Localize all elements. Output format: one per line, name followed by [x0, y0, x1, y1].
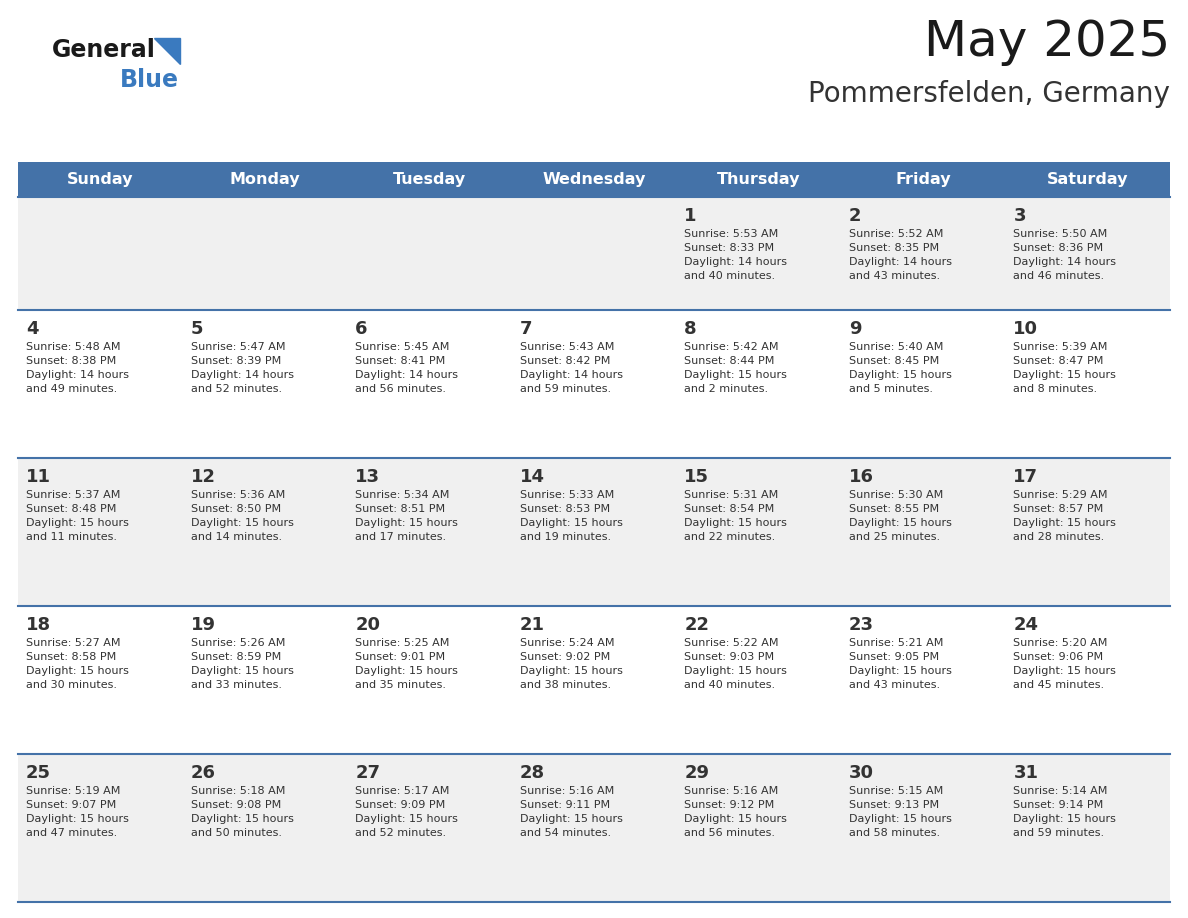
Text: 19: 19 — [190, 616, 215, 634]
Text: Sunrise: 5:48 AM
Sunset: 8:38 PM
Daylight: 14 hours
and 49 minutes.: Sunrise: 5:48 AM Sunset: 8:38 PM Dayligh… — [26, 342, 129, 394]
Text: Sunrise: 5:29 AM
Sunset: 8:57 PM
Daylight: 15 hours
and 28 minutes.: Sunrise: 5:29 AM Sunset: 8:57 PM Dayligh… — [1013, 490, 1117, 542]
Bar — [18, 310, 1170, 458]
Text: 29: 29 — [684, 764, 709, 782]
Text: 6: 6 — [355, 320, 367, 338]
Text: 1: 1 — [684, 207, 697, 225]
Bar — [18, 606, 1170, 754]
Text: 12: 12 — [190, 468, 215, 486]
Text: Pommersfelden, Germany: Pommersfelden, Germany — [808, 80, 1170, 108]
Text: Sunrise: 5:22 AM
Sunset: 9:03 PM
Daylight: 15 hours
and 40 minutes.: Sunrise: 5:22 AM Sunset: 9:03 PM Dayligh… — [684, 638, 788, 690]
Text: 13: 13 — [355, 468, 380, 486]
Text: Sunrise: 5:40 AM
Sunset: 8:45 PM
Daylight: 15 hours
and 5 minutes.: Sunrise: 5:40 AM Sunset: 8:45 PM Dayligh… — [849, 342, 952, 394]
Text: 30: 30 — [849, 764, 874, 782]
Text: Sunrise: 5:45 AM
Sunset: 8:41 PM
Daylight: 14 hours
and 56 minutes.: Sunrise: 5:45 AM Sunset: 8:41 PM Dayligh… — [355, 342, 459, 394]
Text: Sunrise: 5:53 AM
Sunset: 8:33 PM
Daylight: 14 hours
and 40 minutes.: Sunrise: 5:53 AM Sunset: 8:33 PM Dayligh… — [684, 229, 788, 281]
Text: Sunrise: 5:37 AM
Sunset: 8:48 PM
Daylight: 15 hours
and 11 minutes.: Sunrise: 5:37 AM Sunset: 8:48 PM Dayligh… — [26, 490, 128, 542]
Text: 5: 5 — [190, 320, 203, 338]
Text: Blue: Blue — [120, 68, 179, 92]
Text: 25: 25 — [26, 764, 51, 782]
Bar — [18, 754, 1170, 902]
Text: Sunrise: 5:16 AM
Sunset: 9:11 PM
Daylight: 15 hours
and 54 minutes.: Sunrise: 5:16 AM Sunset: 9:11 PM Dayligh… — [519, 786, 623, 838]
Text: Sunrise: 5:21 AM
Sunset: 9:05 PM
Daylight: 15 hours
and 43 minutes.: Sunrise: 5:21 AM Sunset: 9:05 PM Dayligh… — [849, 638, 952, 690]
Text: Sunrise: 5:36 AM
Sunset: 8:50 PM
Daylight: 15 hours
and 14 minutes.: Sunrise: 5:36 AM Sunset: 8:50 PM Dayligh… — [190, 490, 293, 542]
Text: 31: 31 — [1013, 764, 1038, 782]
Text: 26: 26 — [190, 764, 215, 782]
Text: 11: 11 — [26, 468, 51, 486]
Text: Sunrise: 5:26 AM
Sunset: 8:59 PM
Daylight: 15 hours
and 33 minutes.: Sunrise: 5:26 AM Sunset: 8:59 PM Dayligh… — [190, 638, 293, 690]
Text: 15: 15 — [684, 468, 709, 486]
Text: Sunrise: 5:47 AM
Sunset: 8:39 PM
Daylight: 14 hours
and 52 minutes.: Sunrise: 5:47 AM Sunset: 8:39 PM Dayligh… — [190, 342, 293, 394]
Text: Sunrise: 5:52 AM
Sunset: 8:35 PM
Daylight: 14 hours
and 43 minutes.: Sunrise: 5:52 AM Sunset: 8:35 PM Dayligh… — [849, 229, 952, 281]
Text: Sunrise: 5:27 AM
Sunset: 8:58 PM
Daylight: 15 hours
and 30 minutes.: Sunrise: 5:27 AM Sunset: 8:58 PM Dayligh… — [26, 638, 128, 690]
Text: 3: 3 — [1013, 207, 1026, 225]
Text: 20: 20 — [355, 616, 380, 634]
Text: Sunrise: 5:34 AM
Sunset: 8:51 PM
Daylight: 15 hours
and 17 minutes.: Sunrise: 5:34 AM Sunset: 8:51 PM Dayligh… — [355, 490, 459, 542]
Text: 27: 27 — [355, 764, 380, 782]
Text: Saturday: Saturday — [1047, 172, 1129, 187]
Text: 28: 28 — [519, 764, 545, 782]
Text: Sunday: Sunday — [67, 172, 133, 187]
Text: 16: 16 — [849, 468, 874, 486]
Bar — [18, 458, 1170, 606]
Text: 18: 18 — [26, 616, 51, 634]
Text: Sunrise: 5:18 AM
Sunset: 9:08 PM
Daylight: 15 hours
and 50 minutes.: Sunrise: 5:18 AM Sunset: 9:08 PM Dayligh… — [190, 786, 293, 838]
Polygon shape — [154, 38, 181, 64]
Text: 22: 22 — [684, 616, 709, 634]
Text: Monday: Monday — [229, 172, 301, 187]
Text: Friday: Friday — [896, 172, 950, 187]
Text: Sunrise: 5:43 AM
Sunset: 8:42 PM
Daylight: 14 hours
and 59 minutes.: Sunrise: 5:43 AM Sunset: 8:42 PM Dayligh… — [519, 342, 623, 394]
Text: 10: 10 — [1013, 320, 1038, 338]
Text: Sunrise: 5:24 AM
Sunset: 9:02 PM
Daylight: 15 hours
and 38 minutes.: Sunrise: 5:24 AM Sunset: 9:02 PM Dayligh… — [519, 638, 623, 690]
Text: Sunrise: 5:42 AM
Sunset: 8:44 PM
Daylight: 15 hours
and 2 minutes.: Sunrise: 5:42 AM Sunset: 8:44 PM Dayligh… — [684, 342, 788, 394]
Text: 2: 2 — [849, 207, 861, 225]
Text: 8: 8 — [684, 320, 697, 338]
Text: 9: 9 — [849, 320, 861, 338]
Text: 23: 23 — [849, 616, 874, 634]
Text: Wednesday: Wednesday — [542, 172, 646, 187]
Text: Sunrise: 5:14 AM
Sunset: 9:14 PM
Daylight: 15 hours
and 59 minutes.: Sunrise: 5:14 AM Sunset: 9:14 PM Dayligh… — [1013, 786, 1117, 838]
Text: 24: 24 — [1013, 616, 1038, 634]
Text: General: General — [52, 38, 156, 62]
Text: Sunrise: 5:17 AM
Sunset: 9:09 PM
Daylight: 15 hours
and 52 minutes.: Sunrise: 5:17 AM Sunset: 9:09 PM Dayligh… — [355, 786, 459, 838]
Text: Sunrise: 5:19 AM
Sunset: 9:07 PM
Daylight: 15 hours
and 47 minutes.: Sunrise: 5:19 AM Sunset: 9:07 PM Dayligh… — [26, 786, 128, 838]
Text: 21: 21 — [519, 616, 545, 634]
Text: Sunrise: 5:31 AM
Sunset: 8:54 PM
Daylight: 15 hours
and 22 minutes.: Sunrise: 5:31 AM Sunset: 8:54 PM Dayligh… — [684, 490, 788, 542]
Text: Sunrise: 5:20 AM
Sunset: 9:06 PM
Daylight: 15 hours
and 45 minutes.: Sunrise: 5:20 AM Sunset: 9:06 PM Dayligh… — [1013, 638, 1117, 690]
Text: Thursday: Thursday — [716, 172, 801, 187]
Text: Sunrise: 5:15 AM
Sunset: 9:13 PM
Daylight: 15 hours
and 58 minutes.: Sunrise: 5:15 AM Sunset: 9:13 PM Dayligh… — [849, 786, 952, 838]
Bar — [18, 197, 1170, 310]
Text: 14: 14 — [519, 468, 545, 486]
Text: May 2025: May 2025 — [924, 18, 1170, 66]
Text: Sunrise: 5:50 AM
Sunset: 8:36 PM
Daylight: 14 hours
and 46 minutes.: Sunrise: 5:50 AM Sunset: 8:36 PM Dayligh… — [1013, 229, 1117, 281]
Text: Sunrise: 5:30 AM
Sunset: 8:55 PM
Daylight: 15 hours
and 25 minutes.: Sunrise: 5:30 AM Sunset: 8:55 PM Dayligh… — [849, 490, 952, 542]
Text: 17: 17 — [1013, 468, 1038, 486]
Text: Tuesday: Tuesday — [393, 172, 466, 187]
Bar — [18, 162, 1170, 197]
Text: Sunrise: 5:25 AM
Sunset: 9:01 PM
Daylight: 15 hours
and 35 minutes.: Sunrise: 5:25 AM Sunset: 9:01 PM Dayligh… — [355, 638, 459, 690]
Text: Sunrise: 5:39 AM
Sunset: 8:47 PM
Daylight: 15 hours
and 8 minutes.: Sunrise: 5:39 AM Sunset: 8:47 PM Dayligh… — [1013, 342, 1117, 394]
Text: Sunrise: 5:33 AM
Sunset: 8:53 PM
Daylight: 15 hours
and 19 minutes.: Sunrise: 5:33 AM Sunset: 8:53 PM Dayligh… — [519, 490, 623, 542]
Text: 4: 4 — [26, 320, 38, 338]
Text: 7: 7 — [519, 320, 532, 338]
Text: Sunrise: 5:16 AM
Sunset: 9:12 PM
Daylight: 15 hours
and 56 minutes.: Sunrise: 5:16 AM Sunset: 9:12 PM Dayligh… — [684, 786, 788, 838]
